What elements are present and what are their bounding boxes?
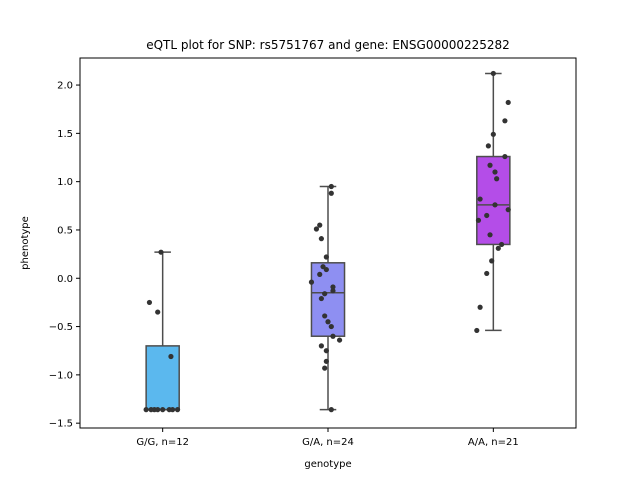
data-point <box>477 196 483 202</box>
data-point <box>328 190 334 196</box>
data-point <box>158 249 164 255</box>
data-point <box>160 407 166 413</box>
data-point <box>487 232 493 238</box>
data-point <box>168 353 174 360</box>
data-point <box>505 99 511 106</box>
data-point <box>336 337 343 343</box>
y-tick-label: 2.0 <box>57 81 73 92</box>
data-point <box>328 323 334 330</box>
x-tick-label: A/A, n=21 <box>468 437 519 448</box>
data-point <box>490 131 496 137</box>
data-point <box>328 183 334 190</box>
data-point <box>155 309 161 315</box>
y-axis-label: phenotype <box>20 216 31 270</box>
data-point <box>502 153 508 160</box>
data-point <box>330 333 336 339</box>
data-point <box>485 143 491 149</box>
data-point <box>318 236 324 242</box>
y-tick-label: −1.0 <box>49 370 73 381</box>
data-point <box>322 291 328 297</box>
data-point <box>169 407 176 413</box>
x-axis-label: genotype <box>304 459 351 470</box>
data-point <box>322 313 328 319</box>
data-point <box>477 304 483 310</box>
genotype-group <box>308 183 346 413</box>
data-point <box>317 271 323 277</box>
data-point <box>322 365 328 371</box>
data-point <box>318 343 324 349</box>
data-point <box>308 279 315 285</box>
data-point <box>484 270 490 277</box>
y-tick-label: 0.5 <box>57 225 73 236</box>
data-point <box>475 217 482 223</box>
genotype-group <box>474 70 511 334</box>
x-tick-label: G/A, n=24 <box>302 437 354 448</box>
data-point <box>323 266 329 273</box>
data-point <box>323 254 329 260</box>
data-point <box>484 212 490 219</box>
x-axis: G/G, n=12 G/A, n=24 A/A, n=21 <box>136 428 519 448</box>
y-axis: −1.5 −1.0 −0.5 0.0 0.5 1.0 1.5 2.0 <box>49 81 80 430</box>
data-point <box>323 348 329 354</box>
y-tick-label: −1.5 <box>49 419 73 430</box>
iqr-box <box>310 262 346 337</box>
iqr-box <box>145 345 180 411</box>
data-point <box>489 258 495 264</box>
data-point <box>143 407 149 413</box>
data-point <box>490 70 496 77</box>
data-point <box>502 118 508 124</box>
plot-area <box>143 70 511 413</box>
data-point <box>487 162 493 168</box>
data-point <box>146 299 153 306</box>
data-point <box>492 169 498 175</box>
data-point <box>328 407 334 413</box>
data-point <box>318 295 324 302</box>
data-point <box>474 327 480 334</box>
data-point <box>494 176 500 182</box>
y-tick-label: −0.5 <box>49 322 73 333</box>
data-point <box>505 207 511 213</box>
data-point <box>317 222 323 228</box>
x-tick-label: G/G, n=12 <box>136 437 189 448</box>
data-point <box>323 358 329 364</box>
data-point <box>492 202 498 208</box>
data-point <box>325 319 331 325</box>
y-tick-label: 1.5 <box>57 129 73 140</box>
data-point <box>313 226 320 232</box>
data-point <box>174 407 181 413</box>
data-point <box>495 245 501 251</box>
data-point <box>330 284 336 290</box>
data-point <box>155 407 161 413</box>
y-tick-label: 1.0 <box>57 177 73 188</box>
genotype-group <box>143 249 181 413</box>
data-point <box>499 241 505 248</box>
chart-title: eQTL plot for SNP: rs5751767 and gene: E… <box>146 38 510 52</box>
y-tick-label: 0.0 <box>57 274 73 285</box>
data-point <box>330 288 336 294</box>
